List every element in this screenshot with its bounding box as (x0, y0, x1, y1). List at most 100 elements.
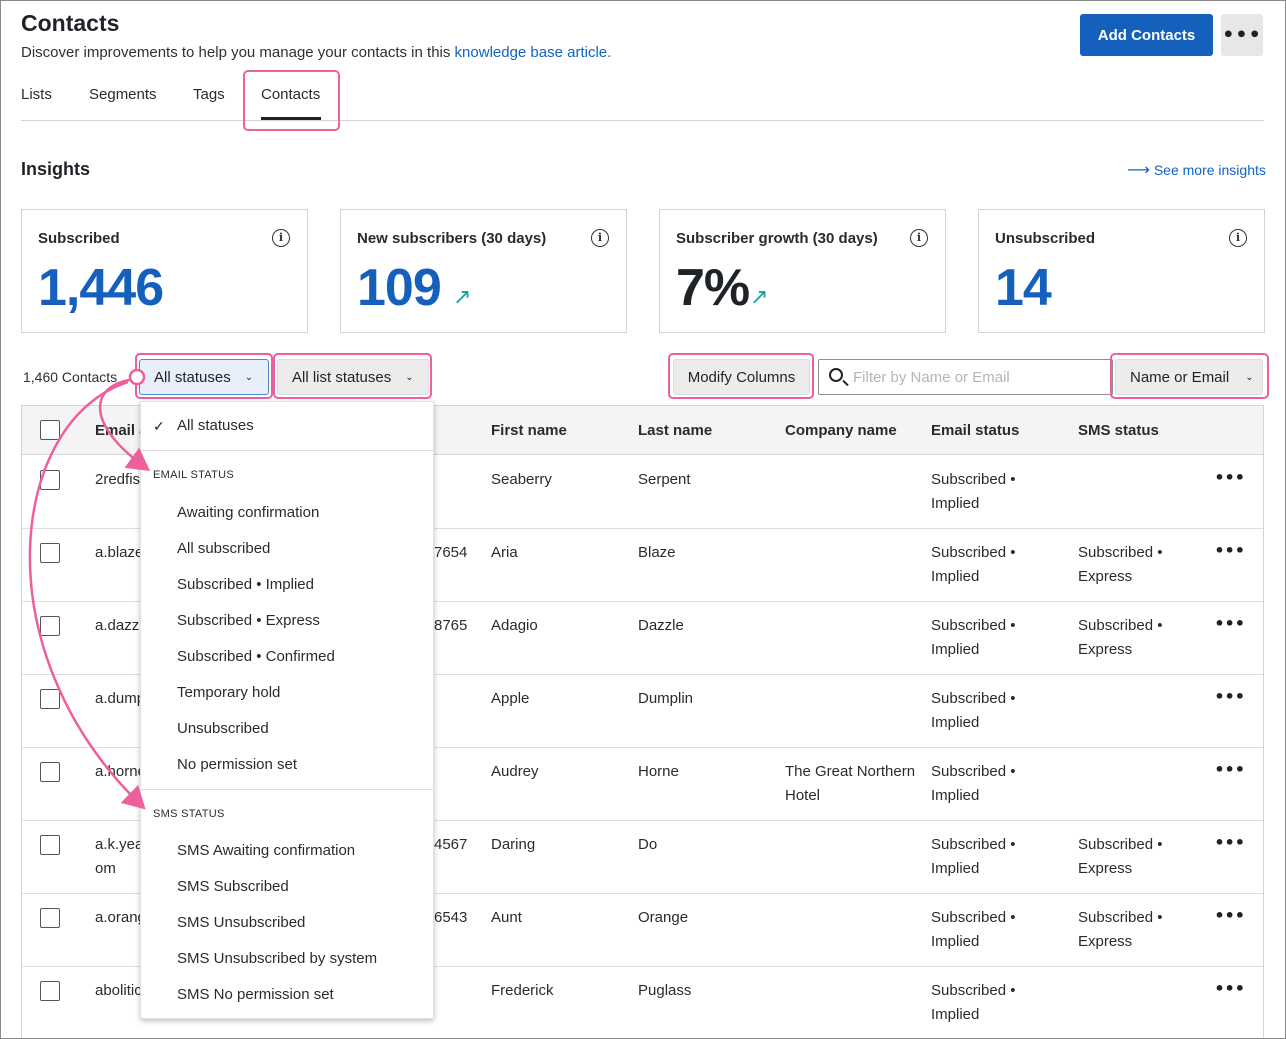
status-dropdown-menu: ✓ All statuses EMAIL STATUS Awaiting con… (140, 401, 434, 1019)
search-box[interactable] (818, 359, 1113, 395)
row-checkbox[interactable] (40, 762, 60, 782)
cell-email[interactable]: 2redfis (95, 471, 141, 488)
status-filter-dropdown[interactable]: All statuses ⌄ (139, 359, 269, 395)
menu-item-all-statuses[interactable]: All statuses (177, 417, 254, 434)
cell-first-name: Apple (491, 690, 530, 707)
cell-phone: 7654 (434, 544, 468, 561)
cell-email[interactable]: a.horne (95, 763, 146, 780)
row-checkbox[interactable] (40, 470, 60, 490)
menu-divider (141, 789, 433, 790)
menu-item-sms-status[interactable]: SMS Unsubscribed (177, 914, 306, 931)
menu-item-email-status[interactable]: Temporary hold (177, 684, 281, 701)
cell-last-name: Do (638, 836, 658, 853)
menu-item-sms-status[interactable]: SMS Subscribed (177, 878, 289, 895)
tab-segments[interactable]: Segments (89, 86, 157, 103)
column-header-sms-status[interactable]: SMS status (1078, 422, 1159, 439)
menu-item-email-status[interactable]: All subscribed (177, 540, 271, 557)
subtitle-text: Discover improvements to help you manage… (21, 44, 455, 61)
search-input[interactable] (853, 366, 1103, 388)
row-checkbox[interactable] (40, 543, 60, 563)
cell-first-name: Adagio (491, 617, 538, 634)
cell-email-status: Subscribed • Implied (931, 836, 1016, 877)
more-actions-button[interactable]: ••• (1221, 14, 1263, 56)
table-row[interactable]: a.k.yea om 4567 Daring Do Subscribed • Implied… (22, 821, 1263, 894)
row-checkbox[interactable] (40, 616, 60, 636)
row-actions-icon[interactable]: ••• (1214, 541, 1245, 560)
menu-item-email-status[interactable]: Subscribed • Confirmed (177, 648, 335, 665)
card-value: 1,446 (38, 259, 164, 317)
menu-item-sms-status[interactable]: SMS Unsubscribed by system (177, 950, 378, 967)
menu-item-email-status[interactable]: Unsubscribed (177, 720, 269, 737)
card-label: Subscribed (38, 230, 120, 247)
cell-email[interactable]: a.dump (95, 690, 146, 707)
insights-title: Insights (21, 159, 91, 179)
cell-last-name: Blaze (638, 544, 676, 561)
cell-email[interactable]: a.orang (95, 909, 146, 926)
insight-card-subscribed: Subscribed i 1,446 (21, 209, 308, 333)
row-checkbox[interactable] (40, 908, 60, 928)
info-icon[interactable]: i (272, 229, 290, 247)
row-checkbox[interactable] (40, 981, 60, 1001)
row-actions-icon[interactable]: ••• (1214, 687, 1245, 706)
info-icon[interactable]: i (910, 229, 928, 247)
cell-first-name: Seaberry (491, 471, 552, 488)
table-row[interactable]: a.orang 6543 Aunt Orange Subscribed • Implied… (22, 894, 1263, 967)
table-row[interactable]: abolitic Frederick Puglass Subscribed • Impl… (22, 967, 1263, 1039)
modify-columns-button[interactable]: Modify Columns (673, 359, 810, 395)
insight-card-unsubscribed: Unsubscribed i 14 (978, 209, 1265, 333)
row-checkbox[interactable] (40, 835, 60, 855)
see-more-insights-link[interactable]: ⟶ See more insights (1127, 160, 1266, 180)
menu-section-sms-status: SMS STATUS (153, 808, 225, 820)
card-label: Unsubscribed (995, 230, 1096, 247)
cell-email-status: Subscribed • Implied (931, 763, 1016, 804)
row-actions-icon[interactable]: ••• (1214, 906, 1245, 925)
search-type-dropdown[interactable]: Name or Email ⌄ (1115, 359, 1263, 395)
column-header-first-name[interactable]: First name (491, 422, 567, 439)
chevron-down-icon: ⌄ (405, 371, 414, 383)
list-filter-label: All list statuses (292, 368, 392, 386)
info-icon[interactable]: i (591, 229, 609, 247)
see-more-label: See more insights (1153, 162, 1266, 178)
cell-email[interactable]: a.k.yea om (95, 836, 144, 877)
add-contacts-button[interactable]: Add Contacts (1080, 14, 1213, 56)
tab-lists[interactable]: Lists (21, 86, 52, 103)
info-icon[interactable]: i (1229, 229, 1247, 247)
column-header-email-status[interactable]: Email status (931, 422, 1020, 439)
cell-phone: 4567 (434, 836, 468, 853)
cell-email[interactable]: abolitic (95, 982, 142, 999)
card-value: 7% (676, 259, 750, 317)
row-actions-icon[interactable]: ••• (1214, 614, 1245, 633)
cell-first-name: Daring (491, 836, 536, 853)
cell-phone: 6543 (434, 909, 468, 926)
cell-email[interactable]: a.dazzl (95, 617, 143, 634)
list-status-filter-dropdown[interactable]: All list statuses ⌄ (277, 359, 429, 395)
cell-first-name: Aria (491, 544, 518, 561)
cell-last-name: Serpent (638, 471, 691, 488)
menu-item-email-status[interactable]: Awaiting confirmation (177, 504, 320, 521)
tab-tags[interactable]: Tags (193, 86, 225, 103)
knowledge-base-link[interactable]: knowledge base article. (454, 44, 612, 61)
cell-last-name: Dumplin (638, 690, 694, 707)
column-header-last-name[interactable]: Last name (638, 422, 713, 439)
row-actions-icon[interactable]: ••• (1214, 760, 1245, 779)
cell-phone: 8765 (434, 617, 468, 634)
row-actions-icon[interactable]: ••• (1214, 833, 1245, 852)
menu-item-email-status[interactable]: Subscribed • Implied (177, 576, 314, 593)
row-actions-icon[interactable]: ••• (1214, 979, 1245, 998)
menu-item-sms-status[interactable]: SMS No permission set (177, 986, 334, 1003)
tabs-divider (21, 120, 1264, 121)
check-icon: ✓ (153, 418, 165, 434)
menu-item-sms-status[interactable]: SMS Awaiting confirmation (177, 842, 356, 859)
active-tab-indicator (261, 117, 321, 120)
cell-sms-status: Subscribed • Express (1078, 544, 1163, 585)
trend-up-icon: ↗ (750, 284, 769, 309)
cell-email[interactable]: a.blaze (95, 544, 144, 561)
row-actions-icon[interactable]: ••• (1214, 468, 1245, 487)
column-header-company[interactable]: Company name (785, 422, 897, 439)
tab-contacts[interactable]: Contacts (261, 86, 321, 103)
card-value: 109 (357, 259, 442, 317)
select-all-checkbox[interactable] (40, 420, 60, 440)
menu-item-email-status[interactable]: No permission set (177, 756, 298, 773)
row-checkbox[interactable] (40, 689, 60, 709)
menu-item-email-status[interactable]: Subscribed • Express (177, 612, 320, 629)
